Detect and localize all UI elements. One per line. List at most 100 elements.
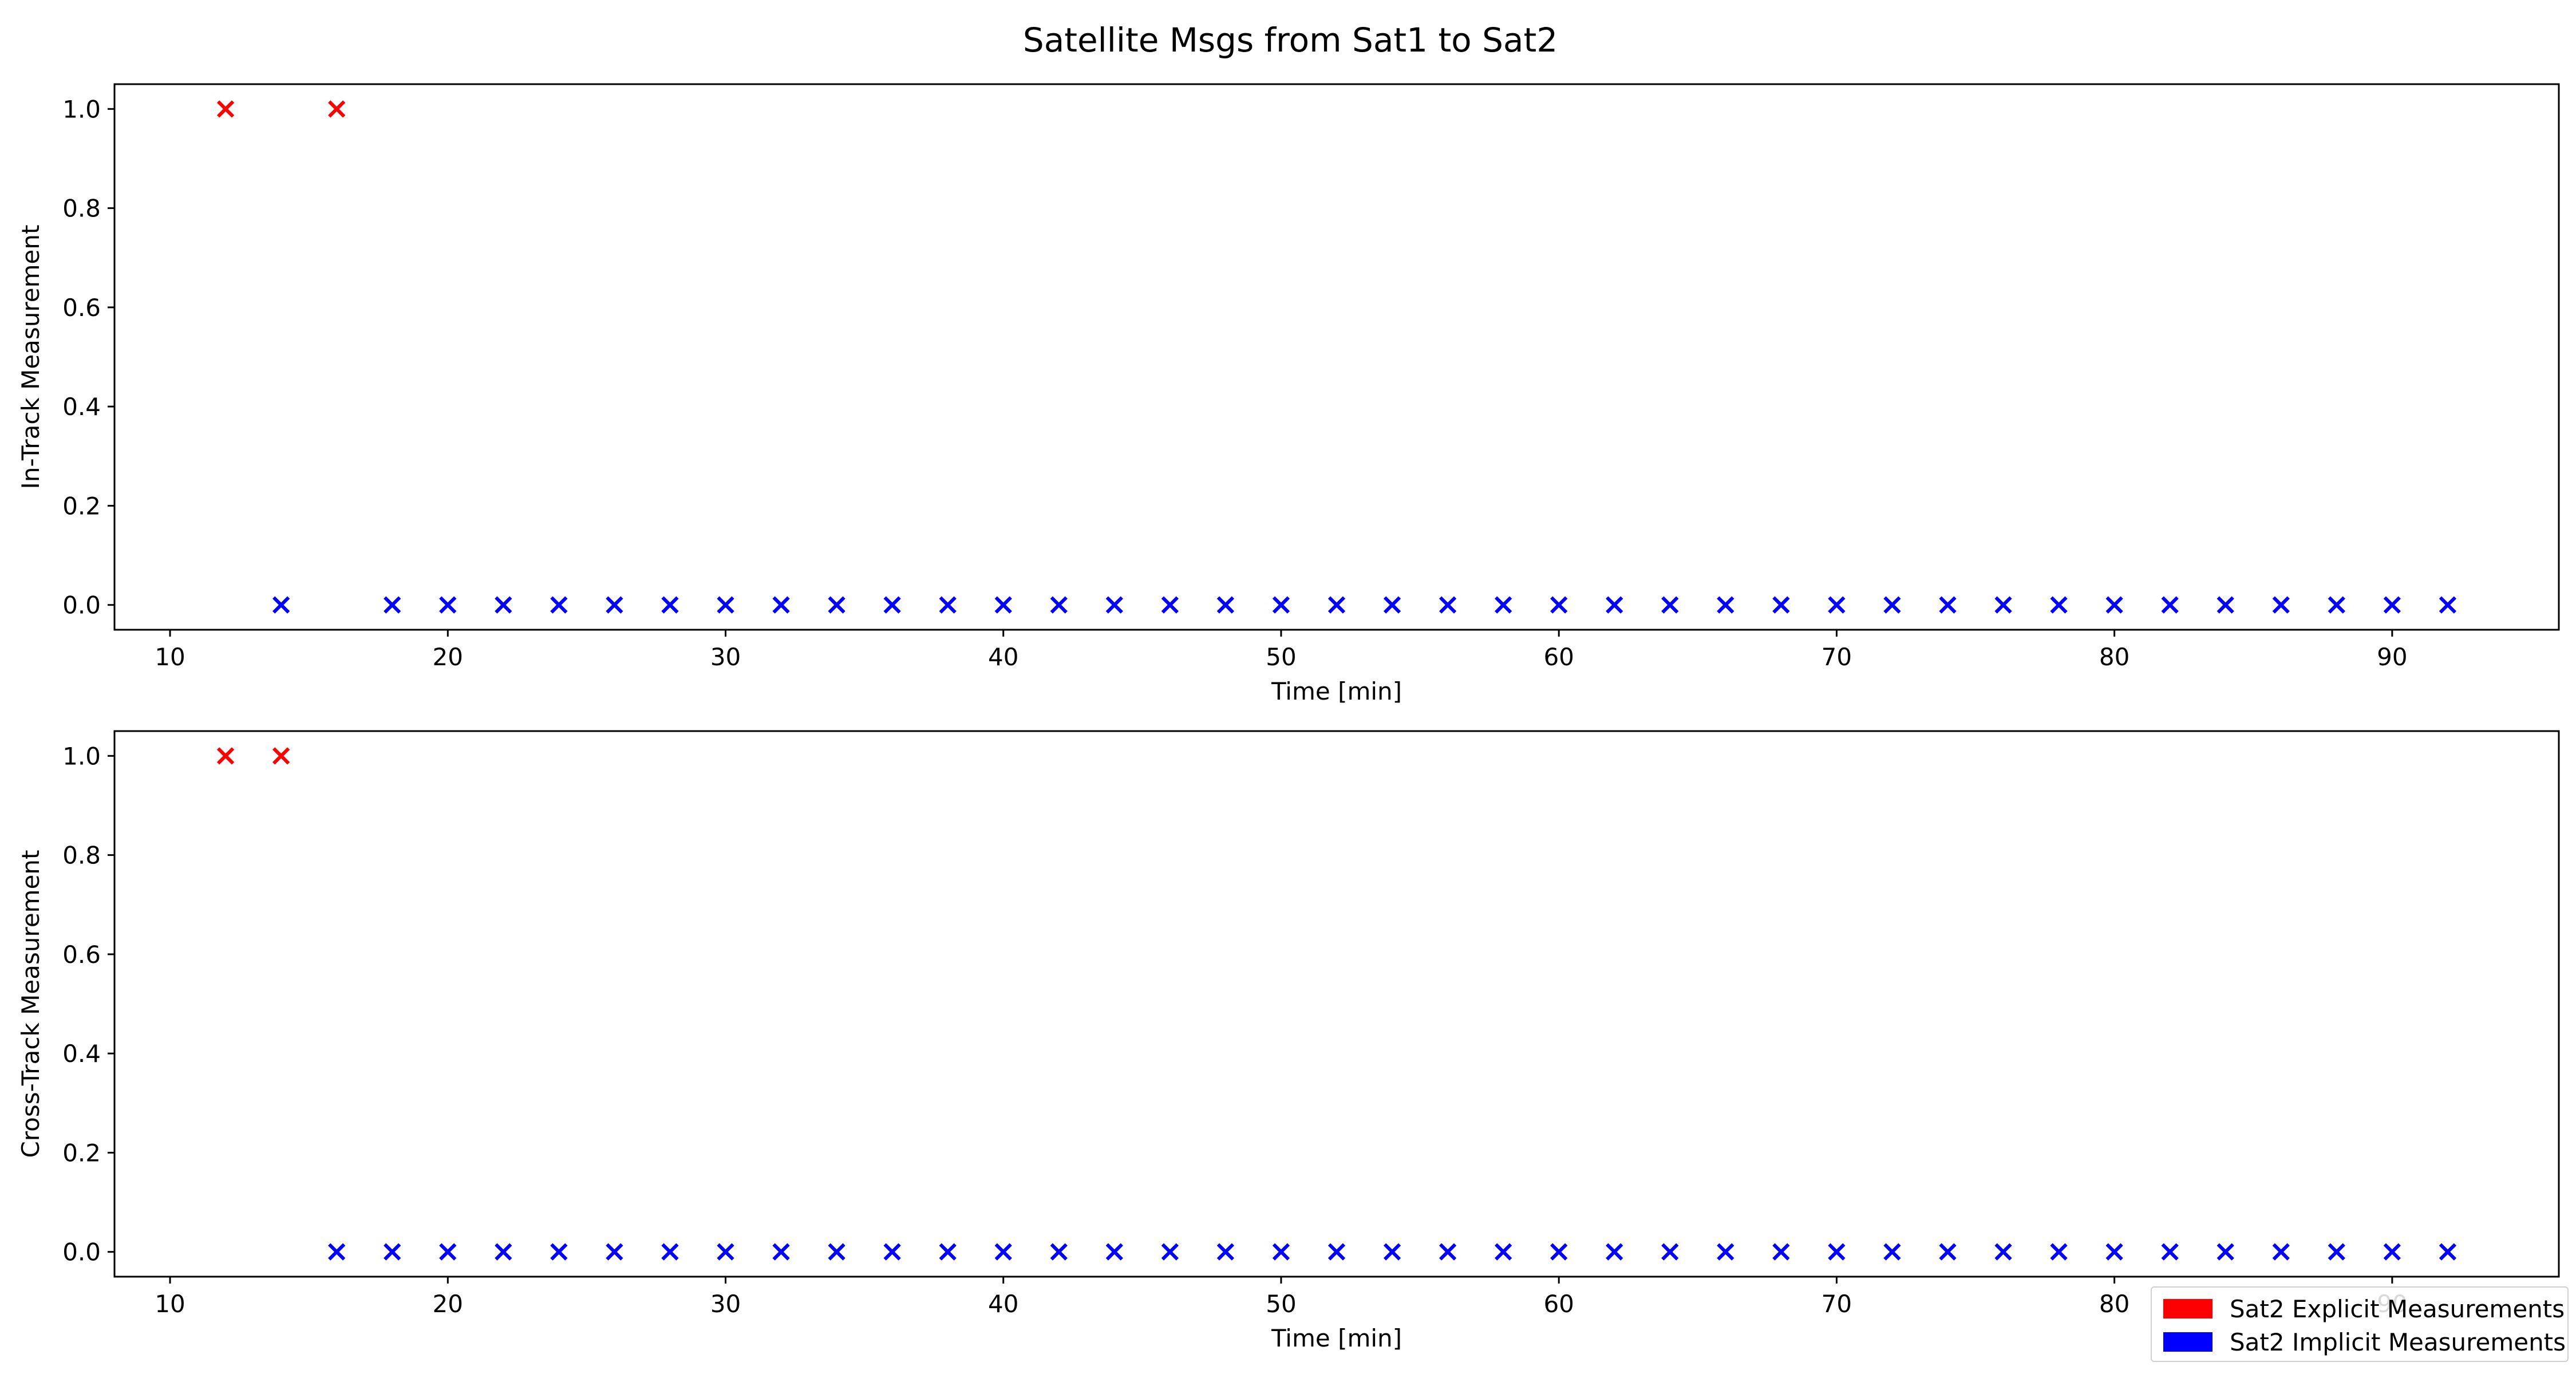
x-tick-label: 80: [2099, 1290, 2129, 1318]
data-point-marker: [994, 596, 1012, 614]
data-point-marker: [883, 596, 901, 614]
data-point-marker: [2161, 596, 2179, 614]
data-point-marker: [1772, 1243, 1790, 1261]
y-tick-label: 0.2: [62, 492, 101, 520]
in-track-y-axis-label: In-Track Measurement: [17, 225, 45, 489]
data-point-marker: [328, 100, 346, 118]
data-point-marker: [1105, 1243, 1123, 1261]
x-tick-label: 50: [1266, 643, 1296, 671]
data-point-marker: [2439, 1243, 2457, 1261]
data-point-marker: [828, 596, 846, 614]
in-track-x-axis-label: Time [min]: [1271, 677, 1402, 705]
data-point-marker: [1883, 1243, 1901, 1261]
legend-swatch-explicit: [2163, 1299, 2212, 1318]
data-point-marker: [883, 1243, 901, 1261]
figure-title: Satellite Msgs from Sat1 to Sat2: [1023, 21, 1558, 60]
cross-track-subplot: 1020304050607080900.00.20.40.60.81.0Time…: [17, 730, 2560, 1352]
data-point-marker: [439, 1243, 457, 1261]
in-track-plot-frame: [113, 83, 2560, 631]
data-point-marker: [2105, 1243, 2123, 1261]
data-point-marker: [495, 1243, 512, 1261]
data-point-marker: [772, 596, 790, 614]
data-point-marker: [994, 1243, 1012, 1261]
y-tick-label: 1.0: [62, 742, 101, 770]
cross-track-plot-frame: [113, 730, 2560, 1278]
legend: Sat2 Explicit Measurements Sat2 Implicit…: [2151, 1286, 2569, 1362]
data-point-marker: [1772, 596, 1790, 614]
data-point-marker: [2050, 1243, 2068, 1261]
x-tick-label: 60: [1543, 1290, 1574, 1318]
data-point-marker: [2050, 596, 2068, 614]
data-point-marker: [717, 596, 734, 614]
data-point-marker: [216, 100, 235, 118]
x-tick-label: 30: [710, 643, 741, 671]
x-tick-label: 20: [433, 1290, 463, 1318]
x-tick-label: 90: [2377, 643, 2407, 671]
data-point-marker: [1161, 1243, 1179, 1261]
data-point-marker: [1550, 596, 1568, 614]
data-point-marker: [1105, 596, 1123, 614]
legend-label-explicit: Sat2 Explicit Measurements: [2230, 1294, 2565, 1323]
data-point-marker: [1994, 1243, 2012, 1261]
in-track-subplot: 10 20 30 40 50 60 70 80 90 0.0 0.2 0.4 0.6 0.8 1.0 Time…: [17, 83, 2560, 705]
y-tick-label: 0.4: [62, 1040, 101, 1068]
data-point-marker: [439, 596, 457, 614]
x-tick-label: 70: [1822, 1290, 1852, 1318]
y-tick-label: 0.2: [62, 1139, 101, 1167]
data-point-marker: [1216, 596, 1235, 614]
data-point-marker: [1661, 1243, 1679, 1261]
data-point-marker: [939, 1243, 957, 1261]
data-point-marker: [2161, 1243, 2179, 1261]
data-point-marker: [1495, 1243, 1512, 1261]
data-point-marker: [2217, 1243, 2234, 1261]
data-point-marker: [550, 596, 568, 614]
y-tick-label: 0.4: [62, 393, 101, 421]
data-point-marker: [1272, 1243, 1290, 1261]
data-point-marker: [1883, 596, 1901, 614]
data-point-marker: [1550, 1243, 1568, 1261]
x-tick-label: 30: [710, 1290, 741, 1318]
data-point-marker: [1939, 1243, 1957, 1261]
data-point-marker: [1606, 596, 1623, 614]
data-point-marker: [772, 1243, 790, 1261]
data-point-marker: [1383, 596, 1401, 614]
data-point-marker: [1327, 596, 1346, 614]
x-tick-label: 40: [988, 1290, 1018, 1318]
y-tick-label: 1.0: [62, 95, 101, 123]
data-point-marker: [328, 1243, 346, 1261]
data-point-marker: [939, 596, 957, 614]
data-point-marker: [1216, 1243, 1235, 1261]
data-point-marker: [384, 596, 401, 614]
data-point-marker: [2105, 596, 2123, 614]
cross-track-x-axis-label: Time [min]: [1271, 1324, 1402, 1352]
data-point-marker: [1161, 596, 1179, 614]
data-point-marker: [1439, 596, 1457, 614]
x-tick-label: 80: [2099, 643, 2129, 671]
data-point-marker: [1439, 1243, 1457, 1261]
data-point-marker: [550, 1243, 568, 1261]
data-point-marker: [1272, 596, 1290, 614]
data-point-marker: [661, 596, 679, 614]
data-point-marker: [384, 1243, 401, 1261]
data-point-marker: [1050, 596, 1068, 614]
x-tick-label: 10: [155, 643, 185, 671]
data-point-marker: [1828, 1243, 1846, 1261]
cross-track-y-axis-label: Cross-Track Measurement: [17, 850, 45, 1158]
data-point-marker: [1828, 596, 1846, 614]
x-tick-label: 40: [988, 643, 1018, 671]
legend-label-implicit: Sat2 Implicit Measurements: [2230, 1328, 2566, 1356]
data-point-marker: [2272, 1243, 2290, 1261]
data-point-marker: [272, 596, 290, 614]
data-point-marker: [1661, 596, 1679, 614]
data-point-marker: [1939, 596, 1957, 614]
x-tick-label: 10: [155, 1290, 185, 1318]
data-point-marker: [495, 596, 512, 614]
data-point-marker: [216, 747, 235, 765]
data-point-marker: [606, 1243, 623, 1261]
legend-swatch-implicit: [2163, 1332, 2212, 1352]
legend-item-implicit: Sat2 Implicit Measurements: [2163, 1325, 2566, 1359]
data-point-marker: [1717, 596, 1735, 614]
data-point-marker: [2328, 596, 2345, 614]
x-tick-label: 60: [1543, 643, 1574, 671]
